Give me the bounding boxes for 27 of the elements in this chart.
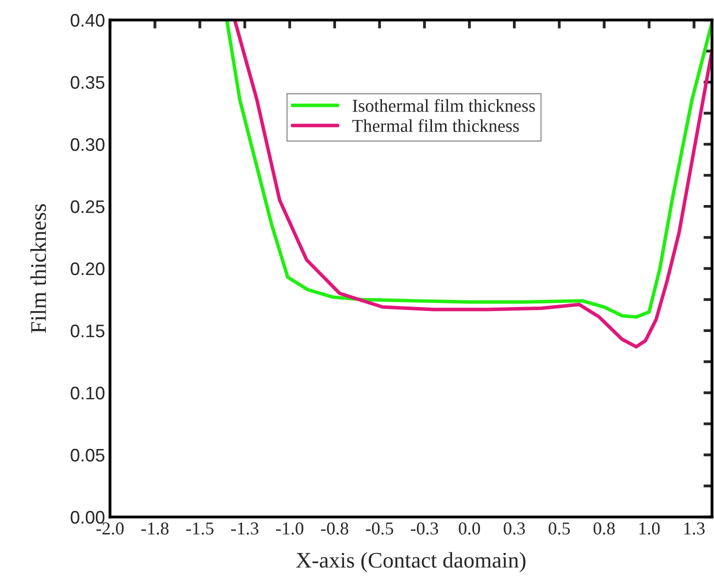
x-tick-label: 0.3: [504, 522, 525, 535]
legend-label: Thermal film thickness: [352, 119, 519, 132]
y-axis-title: Film thickness: [30, 204, 46, 333]
y-tick-label: 0.40: [70, 14, 104, 27]
legend-label: Isothermal film thickness: [352, 98, 535, 112]
x-tick-label: 0.0: [458, 522, 480, 535]
y-tick-label: 0.30: [70, 138, 104, 151]
x-tick-label: -1.0: [276, 522, 304, 535]
y-tick-label: 0.10: [70, 386, 104, 400]
y-tick-label: 0.15: [70, 324, 104, 338]
x-tick-label: -1.8: [141, 522, 169, 535]
y-tick-label: 0.05: [70, 448, 104, 462]
y-tick-label: 0.35: [70, 76, 104, 89]
x-tick-label: -1.5: [186, 522, 214, 535]
y-tick-label: 0.20: [70, 262, 104, 276]
y-tick-label: 0.00: [70, 510, 104, 524]
x-tick-label: -0.3: [410, 522, 438, 535]
x-tick-label: 0.5: [548, 522, 570, 535]
y-tick-label: 0.25: [70, 200, 104, 214]
x-tick-label: -0.8: [321, 522, 348, 535]
x-tick-label: 0.8: [594, 522, 615, 535]
x-tick-label: -0.5: [366, 522, 394, 535]
x-tick-label: -1.3: [231, 522, 258, 535]
x-tick-label: 1.3: [684, 522, 705, 535]
x-tick-label: 1.0: [639, 522, 660, 535]
x-axis-title: X-axis (Contact daomain): [296, 552, 526, 572]
x-tick-label: -2.0: [96, 522, 124, 535]
